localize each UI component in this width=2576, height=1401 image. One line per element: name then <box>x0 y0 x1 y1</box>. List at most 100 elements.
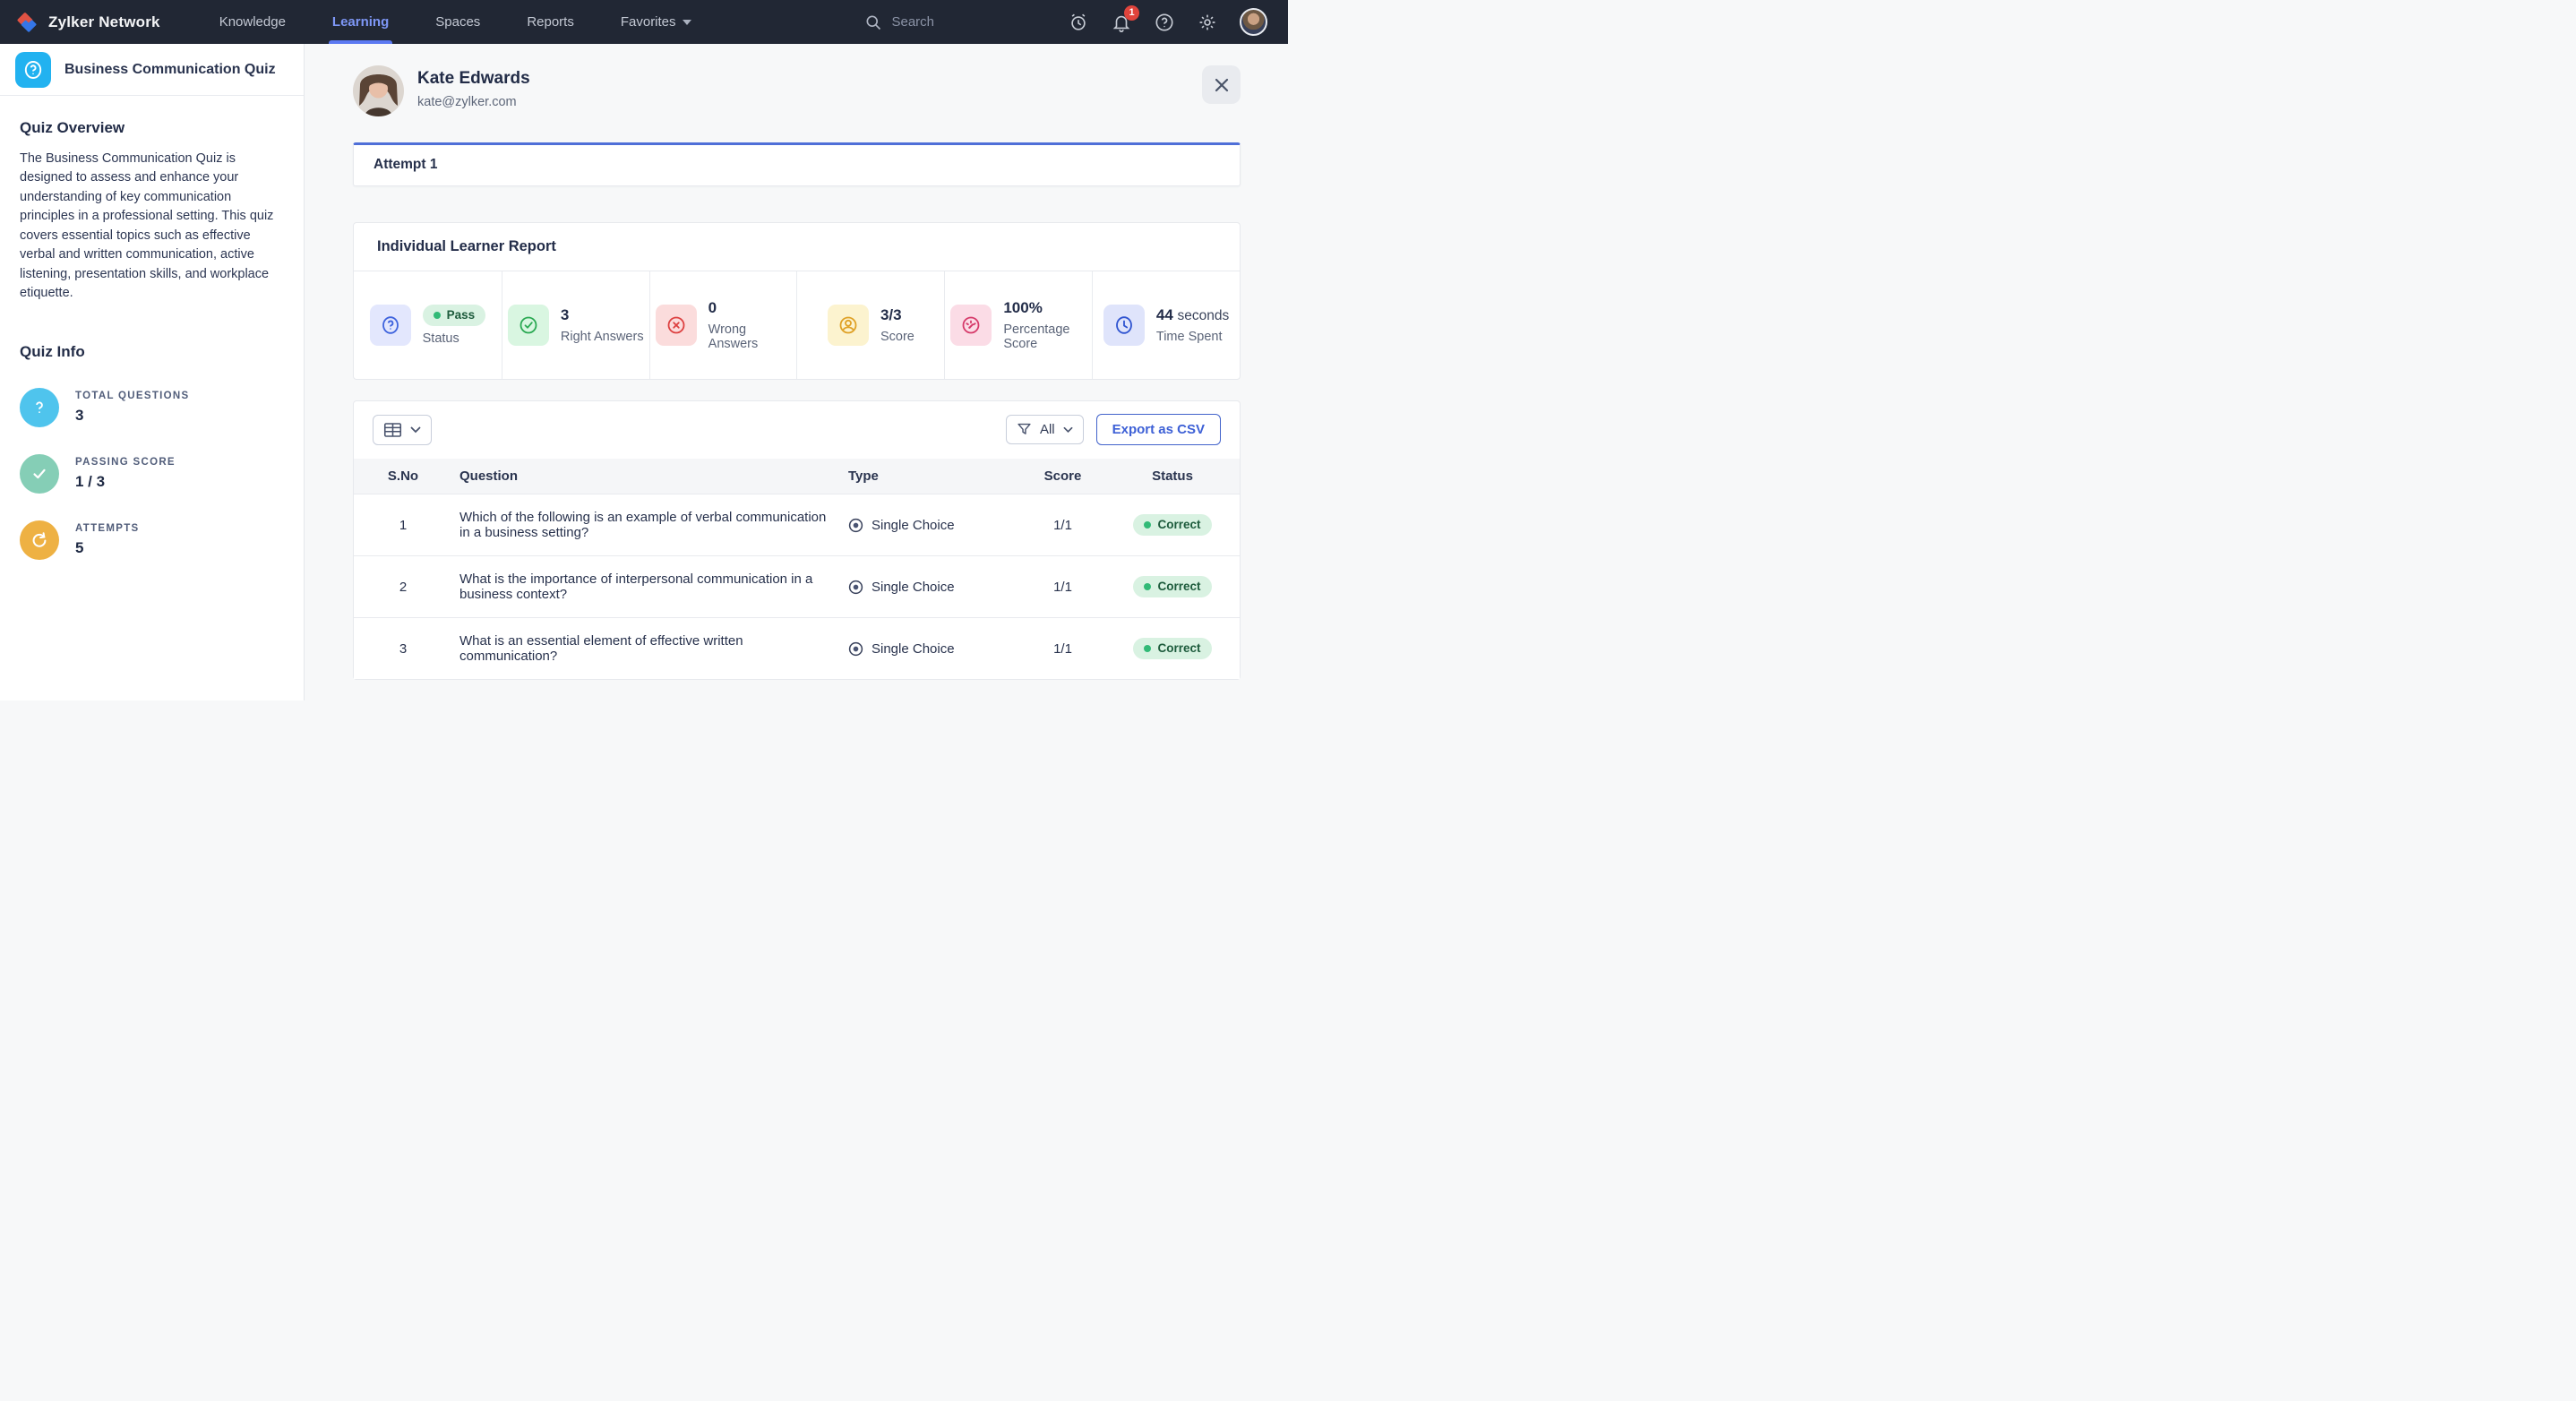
retry-icon <box>20 520 59 560</box>
col-header-question: Question <box>452 459 841 494</box>
search-placeholder: Search <box>891 14 934 30</box>
quiz-sidebar-header: Business Communication Quiz <box>0 44 304 96</box>
table-header-row: S.No Question Type Score Status <box>354 459 1240 494</box>
col-header-type: Type <box>841 459 1020 494</box>
attempt-tab-label: Attempt 1 <box>374 157 438 172</box>
report-stats-row: Pass Status 3 Right Answers 0 <box>354 271 1240 379</box>
stat-label: Status <box>422 331 459 346</box>
notifications-bell-icon[interactable]: 1 <box>1111 4 1139 33</box>
primary-nav: Knowledge Learning Spaces Reports Favori… <box>216 0 734 44</box>
nav-item-spaces[interactable]: Spaces <box>435 14 481 30</box>
info-item-passing-score: Passing Score 1 / 3 <box>20 453 284 494</box>
stat-value: 3/3 <box>880 306 902 323</box>
chevron-down-icon <box>410 426 421 434</box>
check-circle-icon <box>507 305 549 346</box>
info-value: 3 <box>75 406 84 424</box>
status-filter-button[interactable]: All <box>1005 415 1084 444</box>
search-icon <box>864 13 882 31</box>
user-avatar[interactable] <box>1240 8 1267 36</box>
quiz-question-circle-icon <box>15 51 51 88</box>
stat-time-spent: 44 seconds Time Spent <box>1092 271 1240 379</box>
question-circle-icon <box>369 305 411 346</box>
stat-value: 44 seconds <box>1155 306 1230 323</box>
top-navbar: Zylker Network Knowledge Learning Spaces… <box>0 0 1288 44</box>
nav-item-reports[interactable]: Reports <box>527 14 574 30</box>
navbar-right: Search 1 <box>864 4 1267 36</box>
attempt-tab[interactable]: Attempt 1 <box>353 142 1241 186</box>
learner-header: Kate Edwards kate@zylker.com <box>353 65 1241 116</box>
radio-icon <box>848 641 863 657</box>
close-icon <box>1213 76 1231 94</box>
alarm-clock-icon[interactable] <box>1068 12 1089 33</box>
cell-sno: 1 <box>354 494 452 556</box>
brand-name: Zylker Network <box>48 13 160 30</box>
status-dot <box>1144 520 1152 529</box>
cell-type: Single Choice <box>841 617 1020 679</box>
nav-item-favorites-label: Favorites <box>620 14 676 30</box>
stat-value: 3 <box>560 306 570 323</box>
clock-icon <box>1103 305 1145 346</box>
nav-item-favorites[interactable]: Favorites <box>617 0 695 44</box>
notification-count-badge: 1 <box>1124 4 1139 21</box>
funnel-icon <box>1017 422 1032 437</box>
cell-score: 1/1 <box>1020 617 1105 679</box>
table-row[interactable]: 2 What is the importance of interpersona… <box>354 555 1240 618</box>
status-dot <box>1144 644 1152 652</box>
status-dot <box>1144 582 1152 590</box>
quiz-overview-heading: Quiz Overview <box>20 119 125 136</box>
stat-score: 3/3 Score <box>796 271 944 379</box>
table-toolbar: All Export as CSV <box>354 401 1240 459</box>
user-circle-icon <box>827 305 869 346</box>
chevron-down-icon <box>682 19 691 25</box>
nav-item-learning[interactable]: Learning <box>328 0 393 44</box>
stat-status: Pass Status <box>354 271 502 379</box>
table-row[interactable]: 1 Which of the following is an example o… <box>354 494 1240 556</box>
stat-value: 100% <box>1003 299 1043 316</box>
check-icon <box>20 453 59 494</box>
nav-item-knowledge[interactable]: Knowledge <box>219 14 286 30</box>
help-icon[interactable] <box>1154 12 1175 33</box>
cell-question: What is the importance of interpersonal … <box>452 555 841 618</box>
table-grid-icon <box>383 422 402 438</box>
stat-label: Score <box>880 330 914 344</box>
correct-status-badge: Correct <box>1133 514 1212 536</box>
report-title: Individual Learner Report <box>354 223 1240 271</box>
table-row[interactable]: 3 What is an essential element of effect… <box>354 617 1240 679</box>
cell-question: Which of the following is an example of … <box>452 494 841 556</box>
individual-learner-report-card: Individual Learner Report Pass Status <box>353 222 1241 380</box>
cell-score: 1/1 <box>1020 555 1105 618</box>
col-header-status: Status <box>1105 459 1240 494</box>
pass-status-badge: Pass <box>422 305 486 326</box>
col-header-score: Score <box>1020 459 1105 494</box>
info-value: 1 / 3 <box>75 472 106 490</box>
radio-icon <box>848 580 863 595</box>
close-button[interactable] <box>1202 65 1241 104</box>
info-label: Passing Score <box>75 456 176 468</box>
search-input[interactable]: Search <box>864 13 934 31</box>
quiz-sidebar: Business Communication Quiz Quiz Overvie… <box>0 44 305 700</box>
cell-type: Single Choice <box>841 555 1020 618</box>
learner-name: Kate Edwards <box>417 69 530 88</box>
info-label: Total Questions <box>75 390 190 401</box>
export-csv-button[interactable]: Export as CSV <box>1095 414 1221 445</box>
stat-label: Time Spent <box>1155 330 1223 344</box>
correct-status-badge: Correct <box>1133 638 1212 659</box>
gear-icon[interactable] <box>1197 12 1218 33</box>
column-chooser-button[interactable] <box>373 414 432 445</box>
cell-status: Correct <box>1105 494 1240 556</box>
info-label: Attempts <box>75 522 140 534</box>
cell-sno: 3 <box>354 617 452 679</box>
cell-score: 1/1 <box>1020 494 1105 556</box>
filter-label: All <box>1039 422 1055 437</box>
info-item-attempts: Attempts 5 <box>20 520 284 560</box>
questions-table-card: All Export as CSV S.No Question Type Sco… <box>353 400 1241 680</box>
stat-value: 0 <box>708 299 717 316</box>
stat-percentage-score: 100% Percentage Score <box>944 271 1092 379</box>
brand[interactable]: Zylker Network <box>14 10 160 35</box>
stat-wrong-answers: 0 Wrong Answers <box>648 271 797 379</box>
col-header-sno: S.No <box>354 459 452 494</box>
gauge-icon <box>950 305 992 346</box>
x-circle-icon <box>655 305 697 346</box>
question-icon <box>20 387 59 427</box>
status-dot <box>433 311 441 319</box>
